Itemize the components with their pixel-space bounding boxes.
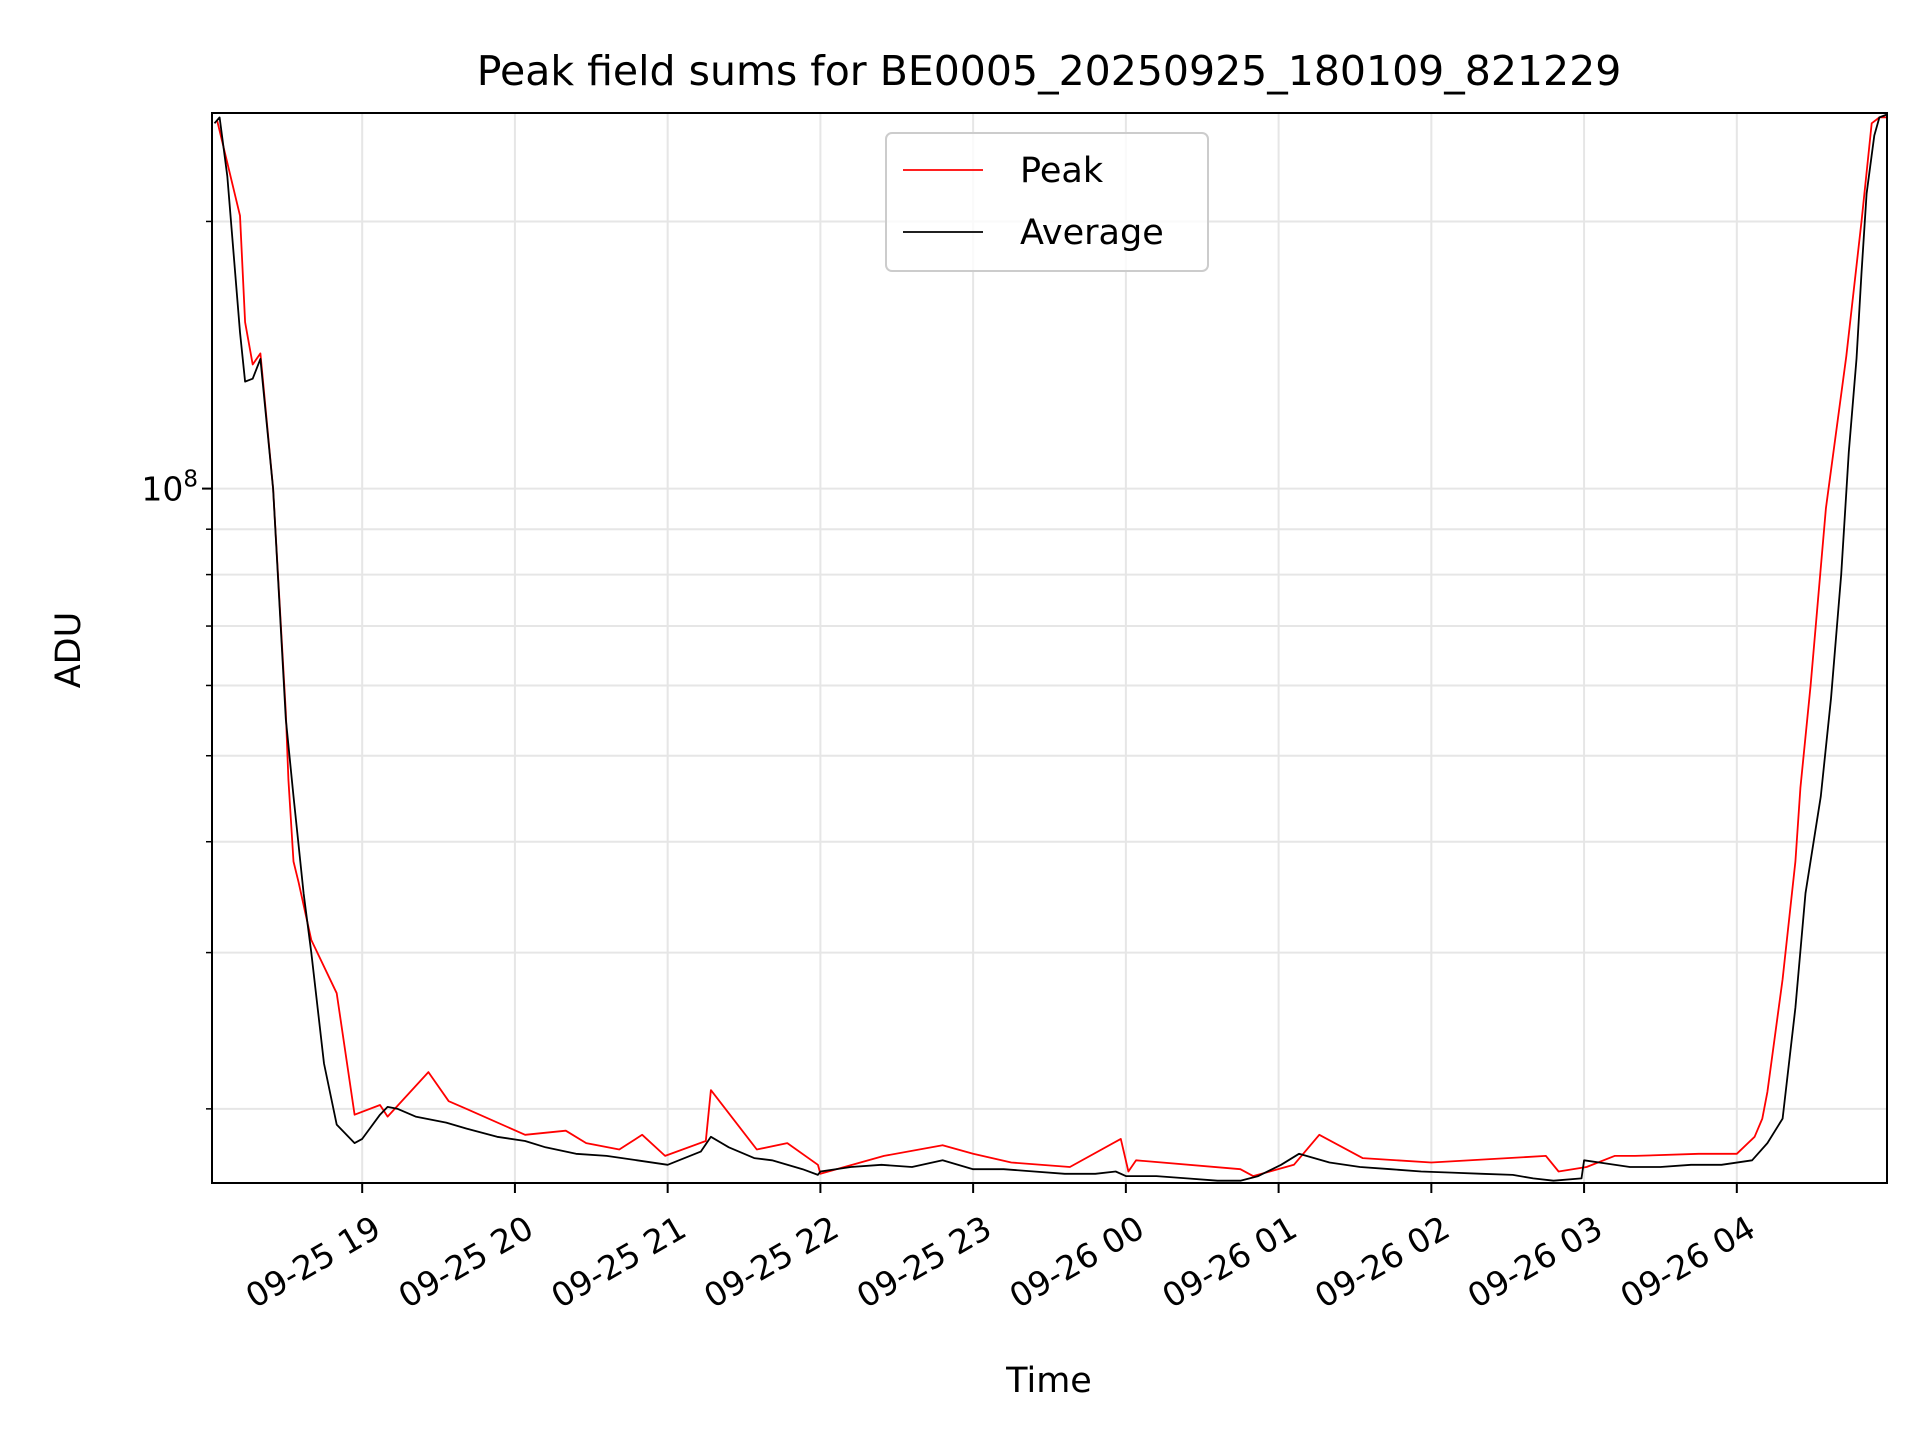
chart-title: Peak field sums for BE0005_20250925_1801…	[477, 47, 1622, 95]
legend-box	[885, 132, 1209, 272]
plot-series	[213, 113, 1887, 1182]
y-axis-label: ADU	[49, 612, 89, 689]
series-line-peak	[216, 116, 1887, 1177]
y-tick-label: 108	[141, 467, 198, 509]
legend: Peak Average	[885, 132, 1209, 272]
plot-frame	[211, 112, 1888, 1184]
x-axis-label: Time	[1005, 1361, 1092, 1401]
legend-average-label: Average	[1020, 213, 1164, 253]
series-line-average	[213, 113, 1887, 1182]
legend-peak-label: Peak	[1020, 151, 1104, 191]
grid	[212, 113, 1887, 1183]
